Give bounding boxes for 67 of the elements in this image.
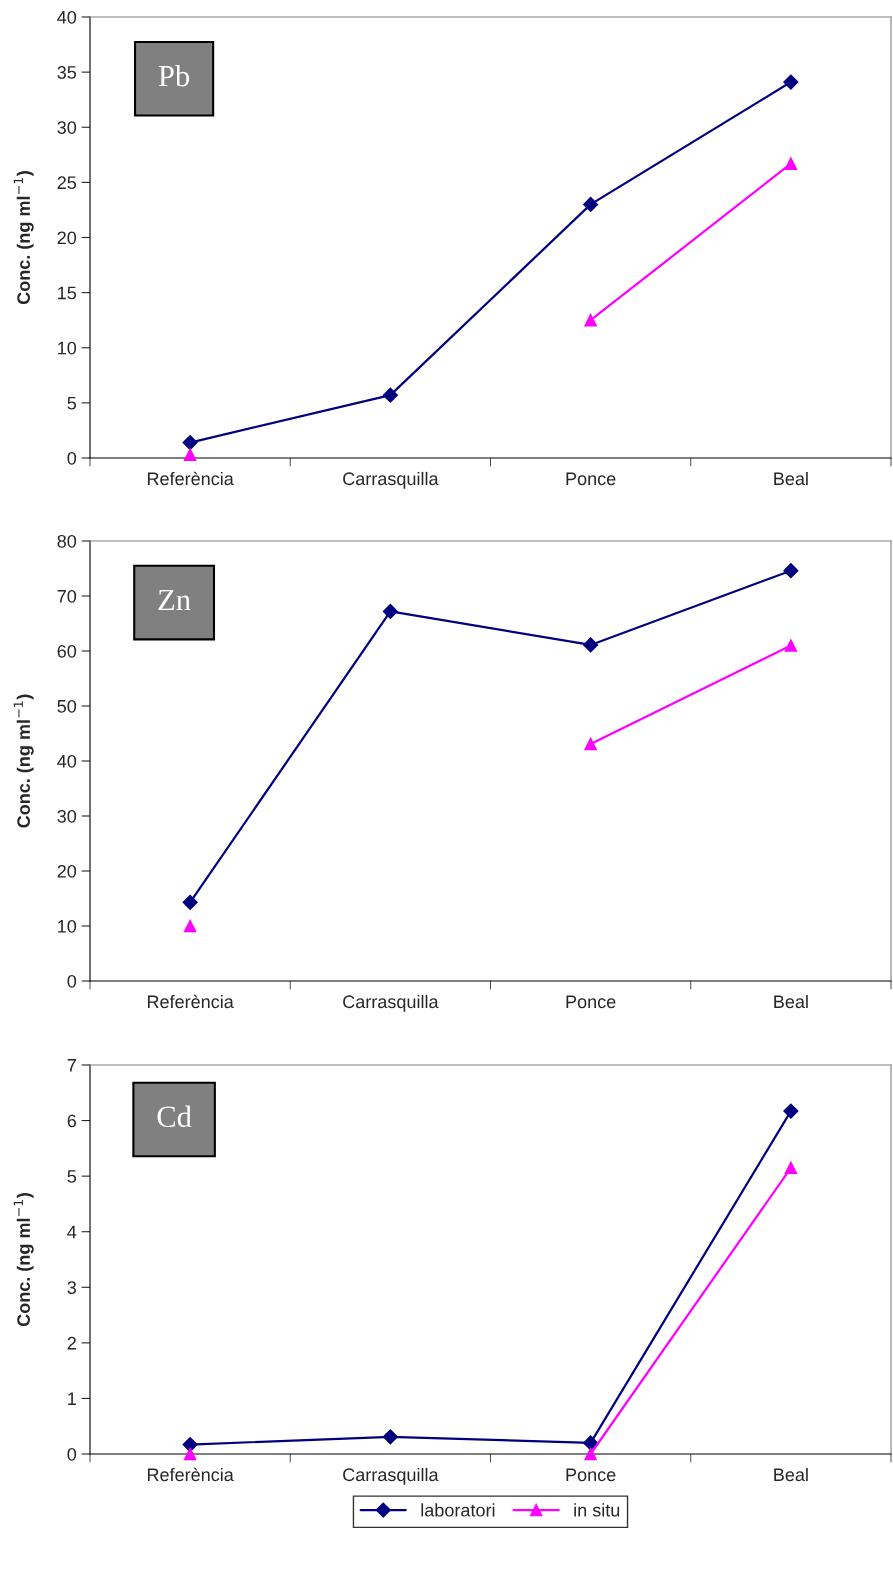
point	[382, 603, 398, 619]
x-tick-label: Carrasquilla	[343, 471, 439, 489]
x-tick-label: Ponce	[566, 472, 616, 486]
point	[784, 1161, 798, 1175]
y-tick-label: 70	[57, 589, 77, 603]
y-tick-label: 4	[67, 1225, 77, 1239]
point	[584, 1447, 597, 1461]
y-tick-label: 20	[57, 231, 77, 245]
y-tick-label: 0	[67, 451, 77, 465]
y-tick-label: 50	[57, 699, 77, 713]
point	[182, 894, 198, 910]
y-tick-label: 0	[67, 974, 77, 988]
y-tick-label: 60	[57, 644, 77, 658]
point	[182, 434, 198, 451]
y-tick-label: 1	[68, 1392, 76, 1405]
x-tick-label: Beal	[774, 471, 808, 486]
x-tick-label: Carrasquilla	[343, 1467, 439, 1485]
y-tick-label: 6	[67, 1114, 77, 1128]
y-tick-label: 7	[67, 1059, 76, 1072]
y-tick-label: 35	[57, 66, 77, 79]
y-tick-label: 40	[57, 10, 77, 24]
point	[382, 1429, 398, 1445]
point	[183, 1447, 197, 1461]
y-tick-label: 5	[67, 1170, 77, 1183]
y-tick-label: 15	[58, 286, 77, 300]
y-tick-label: 10	[58, 919, 77, 933]
annotation: Pb	[158, 64, 190, 87]
y-axis-title: Conc. (ng ml$^{−1}$)	[13, 171, 34, 305]
point	[783, 563, 799, 579]
point	[783, 1103, 799, 1119]
x-tick-label: Referència	[147, 994, 234, 1009]
point	[784, 639, 798, 652]
y-tick-label: 80	[57, 534, 77, 548]
legend-label: in situ	[574, 1503, 620, 1517]
y-tick-label: 20	[57, 864, 77, 878]
annotation: Zn	[158, 589, 191, 610]
x-tick-label: Beal	[774, 994, 808, 1009]
y-tick-label: 30	[57, 121, 77, 134]
y-tick-label: 3	[67, 1281, 77, 1295]
y-tick-label: 25	[57, 176, 77, 190]
point	[784, 157, 798, 170]
y-tick-label: 40	[57, 754, 77, 768]
point	[182, 1436, 198, 1453]
point	[183, 919, 197, 933]
y-tick-label: 2	[67, 1336, 76, 1350]
x-tick-label: Beal	[774, 1467, 808, 1482]
y-tick-label: 0	[67, 1447, 77, 1461]
annotation: Cd	[157, 1105, 192, 1128]
y-axis-title: Conc. (ng ml$^{−1}$)	[13, 1193, 34, 1327]
y-tick-label: 5	[67, 397, 77, 410]
point	[382, 387, 398, 403]
x-tick-label: Referència	[147, 471, 234, 486]
legend-label: laboratori	[421, 1503, 495, 1517]
x-tick-label: Carrasquilla	[343, 994, 439, 1012]
point	[583, 637, 599, 653]
point	[783, 74, 799, 90]
point	[584, 313, 597, 327]
y-tick-label: 30	[57, 809, 77, 823]
y-axis-title: Conc. (ng ml$^{−1}$)	[13, 694, 34, 828]
x-tick-label: Ponce	[566, 1468, 616, 1482]
x-tick-label: Ponce	[566, 995, 616, 1009]
y-tick-label: 10	[58, 341, 77, 355]
point	[584, 737, 597, 751]
x-tick-label: Referència	[147, 1467, 234, 1482]
point	[183, 448, 197, 461]
point	[583, 196, 599, 212]
point	[583, 1435, 599, 1451]
